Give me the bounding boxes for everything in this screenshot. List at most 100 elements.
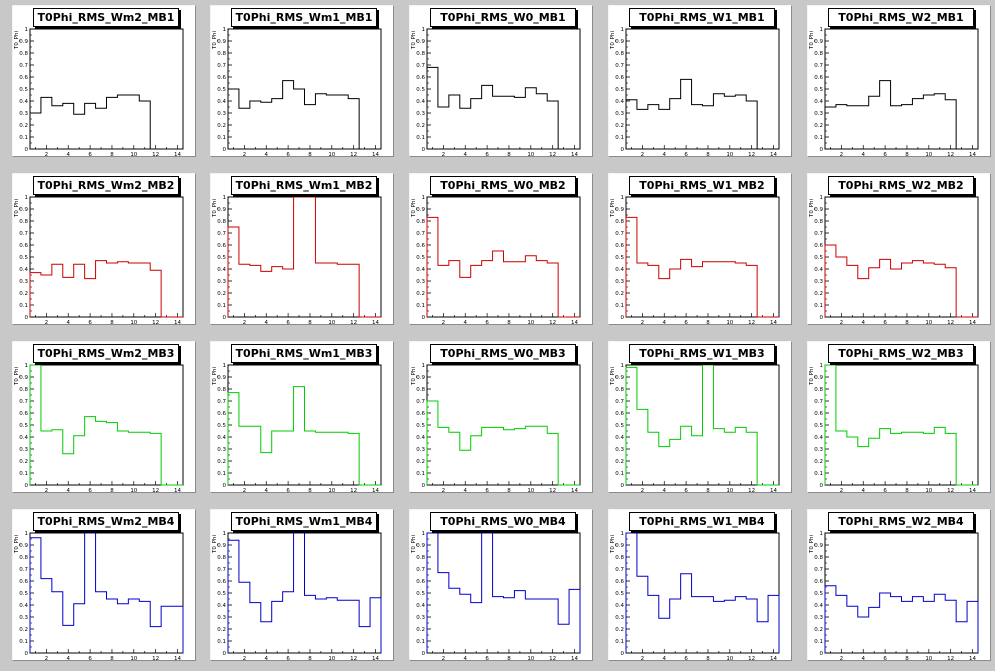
y-tick-label: 0.9 (19, 543, 28, 549)
plot-frame (227, 196, 382, 318)
x-tick-label: 4 (663, 152, 667, 158)
y-tick-label: 0.3 (217, 615, 226, 621)
plot-frame (29, 196, 184, 318)
y-tick-label: 0.8 (19, 51, 28, 57)
y-tick-label: 0.4 (217, 435, 226, 441)
x-tick-label: 14 (571, 488, 578, 494)
y-axis-label: T0_Phi (14, 367, 20, 386)
histogram-svg: 0 0.1 0.2 0.3 0.4 0.5 0.6 0.7 0.8 0.9 1 T0_Phi 2 4 6 8 1… (212, 195, 382, 326)
y-tick-label: 0.4 (19, 435, 28, 441)
y-tick-label: 0.7 (19, 63, 28, 69)
y-tick-label: 0.4 (416, 435, 425, 441)
histogram-svg: 0 0.1 0.2 0.3 0.4 0.5 0.6 0.7 0.8 0.9 1 T0_Phi 2 4 6 8 1… (14, 363, 184, 494)
histogram-title: T0Phi_RMS_W2_MB3 (828, 344, 974, 363)
x-tick-label: 10 (726, 320, 733, 326)
x-tick-label: 8 (507, 656, 511, 662)
x-tick-label: 2 (243, 152, 247, 158)
y-tick-label: 0.9 (19, 39, 28, 45)
x-tick-label: 8 (308, 488, 312, 494)
y-tick-label: 0.8 (814, 555, 823, 561)
x-tick-label: 14 (174, 152, 181, 158)
x-tick-label: 6 (883, 152, 887, 158)
x-tick-label: 10 (726, 656, 733, 662)
y-tick-label: 0.3 (19, 615, 28, 621)
histogram-series-line (625, 532, 780, 653)
y-tick-label: 0.2 (217, 123, 226, 129)
x-tick-label: 4 (265, 656, 269, 662)
histogram-title: T0Phi_RMS_W0_MB2 (430, 176, 576, 195)
x-tick-label: 2 (45, 488, 49, 494)
plot-frame (824, 196, 979, 318)
histogram-pad: 0 0.1 0.2 0.3 0.4 0.5 0.6 0.7 0.8 0.9 1 T0_Phi 2 4 6 8 1… (807, 509, 991, 662)
y-tick-label: 0.7 (814, 399, 823, 405)
x-tick-label: 10 (130, 320, 137, 326)
y-tick-label: 0.2 (416, 627, 425, 633)
y-tick-label: 0.3 (217, 447, 226, 453)
x-tick-label: 6 (684, 320, 688, 326)
histogram-series-line (824, 244, 978, 318)
x-tick-label: 8 (905, 656, 909, 662)
histogram-series-line (625, 216, 779, 318)
y-tick-label: 0.5 (615, 423, 624, 429)
y-tick-label: 1 (621, 27, 625, 33)
y-tick-label: 1 (621, 363, 625, 369)
x-tick-label: 4 (663, 488, 667, 494)
y-tick-label: 1 (223, 195, 227, 201)
y-tick-label: 0.9 (814, 543, 823, 549)
x-tick-label: 12 (350, 488, 357, 494)
histogram-title: T0Phi_RMS_W1_MB3 (629, 344, 775, 363)
histogram-series-line (824, 364, 978, 486)
y-axis-label: T0_Phi (809, 367, 815, 386)
histogram-series-line (426, 400, 580, 486)
x-tick-label: 14 (770, 320, 777, 326)
y-tick-label: 0 (25, 651, 29, 657)
x-tick-label: 14 (571, 152, 578, 158)
x-tick-label: 10 (328, 320, 335, 326)
y-tick-label: 0 (223, 315, 227, 321)
y-tick-label: 0.8 (814, 219, 823, 225)
y-tick-label: 0.3 (416, 279, 425, 285)
x-tick-label: 8 (308, 656, 312, 662)
y-tick-label: 0.8 (416, 555, 425, 561)
histogram-title: T0Phi_RMS_W1_MB1 (629, 8, 775, 27)
y-tick-label: 0.7 (19, 231, 28, 237)
y-tick-label: 0.4 (814, 435, 823, 441)
y-tick-label: 0.9 (217, 39, 226, 45)
y-tick-label: 0.6 (416, 411, 425, 417)
histogram-svg: 0 0.1 0.2 0.3 0.4 0.5 0.6 0.7 0.8 0.9 1 T0_Phi 2 4 6 8 1… (14, 531, 184, 662)
y-tick-label: 0.9 (416, 207, 425, 213)
y-tick-label: 0.2 (615, 627, 624, 633)
histogram-pad: 0 0.1 0.2 0.3 0.4 0.5 0.6 0.7 0.8 0.9 1 T0_Phi 2 4 6 8 1… (409, 173, 593, 326)
x-tick-label: 10 (527, 488, 534, 494)
x-tick-label: 4 (67, 152, 71, 158)
x-tick-label: 2 (243, 488, 247, 494)
x-tick-label: 4 (464, 656, 468, 662)
y-tick-label: 0.1 (19, 639, 28, 645)
y-tick-label: 0.1 (615, 303, 624, 309)
y-tick-label: 0.6 (615, 411, 624, 417)
y-tick-label: 0.3 (615, 615, 624, 621)
y-tick-label: 0.8 (416, 51, 425, 57)
y-tick-label: 0.7 (416, 399, 425, 405)
y-tick-label: 1 (820, 195, 824, 201)
x-tick-label: 2 (442, 320, 446, 326)
y-tick-label: 0.6 (615, 243, 624, 249)
x-tick-label: 8 (110, 656, 114, 662)
y-tick-label: 1 (25, 363, 29, 369)
y-tick-label: 0.6 (615, 75, 624, 81)
y-tick-label: 0.6 (416, 75, 425, 81)
x-tick-label: 10 (328, 488, 335, 494)
plot-frame (625, 28, 780, 150)
x-tick-label: 12 (748, 152, 755, 158)
y-tick-label: 0.7 (217, 231, 226, 237)
y-tick-label: 0.9 (217, 375, 226, 381)
x-tick-label: 2 (840, 320, 844, 326)
y-tick-label: 0.5 (217, 255, 226, 261)
x-tick-label: 8 (110, 152, 114, 158)
x-tick-label: 14 (969, 152, 976, 158)
x-tick-label: 14 (372, 320, 379, 326)
x-tick-label: 6 (684, 656, 688, 662)
x-tick-label: 10 (328, 656, 335, 662)
x-tick-label: 4 (464, 320, 468, 326)
y-tick-label: 0.8 (615, 219, 624, 225)
